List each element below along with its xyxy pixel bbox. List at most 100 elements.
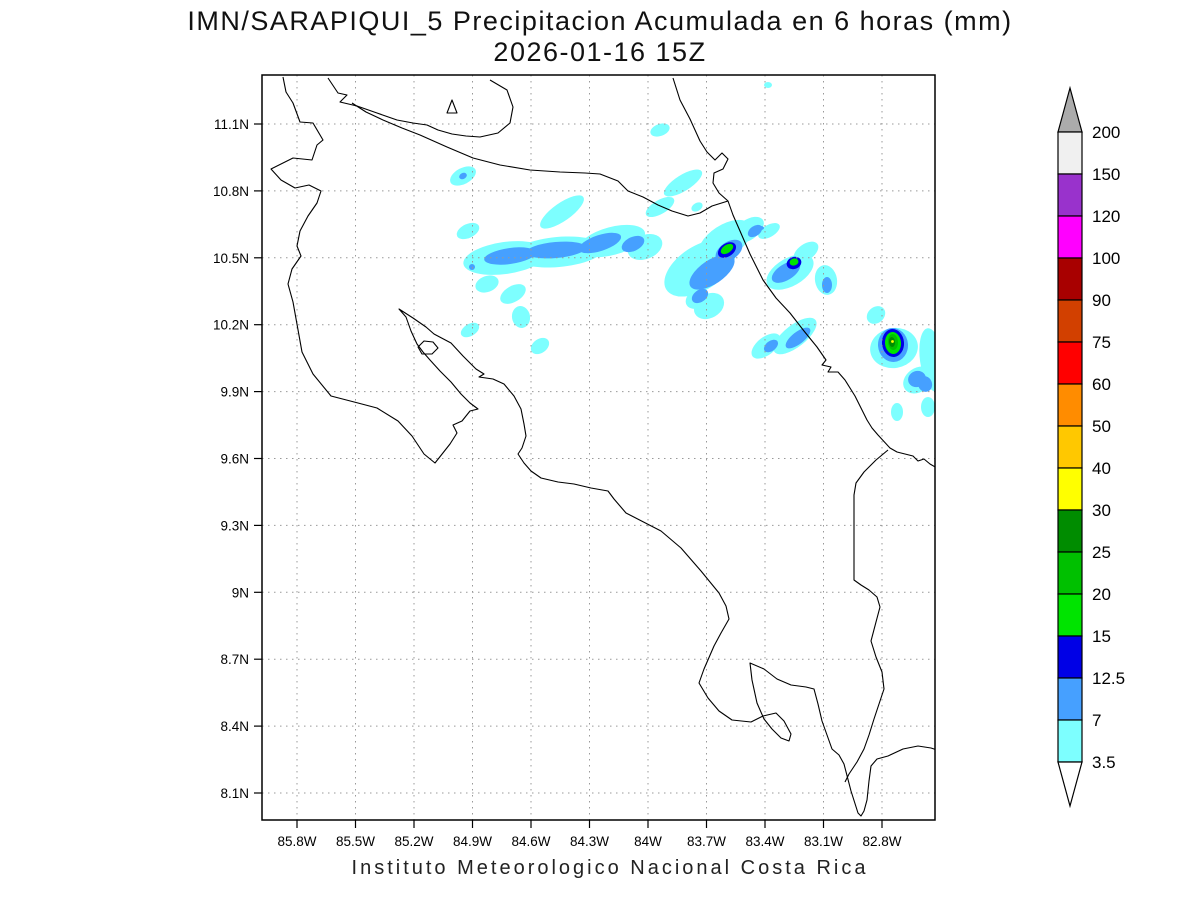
precip-cell-ge-7mm xyxy=(689,254,735,290)
colorbar-label: 40 xyxy=(1092,459,1111,478)
colorbar-block xyxy=(1057,341,1083,385)
precip-cell-ge-7mm xyxy=(822,277,832,293)
colorbar-label: 200 xyxy=(1092,123,1120,142)
precip-cell-ge-3.5mm xyxy=(460,322,480,338)
precip-cell-ge-3.5mm xyxy=(758,223,780,239)
colorbar-label: 30 xyxy=(1092,501,1111,520)
colorbar-block xyxy=(1057,299,1083,343)
y-axis-label: 10.8N xyxy=(213,184,249,199)
colorbar-block xyxy=(1057,719,1083,763)
precip-cell-ge-3.5mm xyxy=(500,284,526,304)
precip-cell-ge-3.5mm xyxy=(663,169,703,197)
y-axis-label: 9.3N xyxy=(220,518,249,533)
y-axis-label: 11.1N xyxy=(214,117,249,132)
coastline-caribbean xyxy=(672,77,935,468)
colorbar-block xyxy=(1057,467,1083,511)
colorbar-label: 12.5 xyxy=(1092,669,1125,688)
y-axis-label: 8.4N xyxy=(220,719,249,734)
precip-cell-ge-3.5mm xyxy=(732,216,764,244)
colorbar-block xyxy=(1057,383,1083,427)
coastline-layer xyxy=(270,76,935,817)
x-axis-label: 85.2W xyxy=(394,834,433,849)
colorbar-label: 50 xyxy=(1092,417,1111,436)
precip-cell-ge-3.5mm xyxy=(645,196,675,218)
y-axis-label: 9.9N xyxy=(220,385,249,400)
y-axis-label: 9.6N xyxy=(220,452,249,467)
precip-cell-ge-3.5mm xyxy=(866,306,886,324)
x-axis-label: 83.7W xyxy=(687,834,726,849)
y-axis-label: 8.1N xyxy=(220,786,249,801)
colorbar-label: 15 xyxy=(1092,627,1111,646)
precip-cell-ge-7mm xyxy=(621,235,645,253)
precip-cell-ge-15mm xyxy=(720,243,734,255)
precip-cell-ge-3.5mm xyxy=(891,403,903,421)
y-axis-label: 10.5N xyxy=(213,251,249,266)
x-axis-label: 85.5W xyxy=(336,834,375,849)
coastline-pacific-costa-rica xyxy=(270,76,935,817)
island-solentiname-triangle xyxy=(446,99,458,114)
precip-cell-ge-3.5mm xyxy=(530,337,550,355)
y-axis-label: 10.2N xyxy=(213,318,249,333)
colorbar-arrow-top xyxy=(1057,85,1083,133)
x-axis-label: 84W xyxy=(634,834,662,849)
x-axis-label: 85.8W xyxy=(277,834,316,849)
x-axis-label: 83.4W xyxy=(745,834,784,849)
precip-cell-ge-3.5mm xyxy=(456,222,480,240)
colorbar-label: 25 xyxy=(1092,543,1111,562)
page-title: IMN/SARAPIQUI_5 Precipitacion Acumulada … xyxy=(187,6,1013,36)
precip-cell-ge-7mm xyxy=(691,288,709,304)
colorbar-block xyxy=(1057,215,1083,259)
axis-labels: 11.1N 10.8N 10.5N 10.2N 9.9N 9.6N 9.3N 9N 8.7N 8.… xyxy=(213,117,902,849)
x-axis-label: 84.3W xyxy=(570,834,609,849)
colorbar-block xyxy=(1057,131,1083,175)
precip-cell-ge-7mm xyxy=(917,376,933,392)
graticule xyxy=(262,75,935,820)
colorbar-arrow-bottom xyxy=(1057,761,1083,809)
colorbar-label: 100 xyxy=(1092,249,1120,268)
coastline-panama-border xyxy=(844,449,889,783)
precip-cell-ge-7mm xyxy=(526,241,586,259)
axis-ticks xyxy=(254,123,883,828)
precipitation-layer xyxy=(450,82,945,421)
colorbar-label: 7 xyxy=(1092,711,1101,730)
y-axis-label: 9N xyxy=(232,585,249,600)
precip-cell-ge-3.5mm xyxy=(475,275,499,293)
coastline-lake-nicaragua-shore xyxy=(327,77,514,138)
precip-cell-ge-3.5mm xyxy=(921,397,935,417)
footer-caption: Instituto Meteorologico Nacional Costa R… xyxy=(351,857,869,879)
x-axis-label: 84.6W xyxy=(511,834,550,849)
colorbar-block xyxy=(1057,551,1083,595)
colorbar-label: 150 xyxy=(1092,165,1120,184)
colorbar-label: 120 xyxy=(1092,207,1120,226)
colorbar-label: 3.5 xyxy=(1092,753,1116,772)
precip-cell-ge-7mm xyxy=(935,393,945,411)
precip-cell-ge-7mm xyxy=(785,327,811,349)
precip-cell-ge-7mm xyxy=(578,232,622,254)
x-axis-label: 82.8W xyxy=(862,834,901,849)
precip-cell-ge-7mm xyxy=(459,172,467,180)
precip-cell-ge-3.5mm xyxy=(764,82,772,88)
colorbar: 200 150 120 100 90 75 60 50 40 30 25 20 15 12.5 7 3.5 xyxy=(1057,85,1125,809)
precip-cell-ge-7mm xyxy=(484,247,536,265)
precip-cell-ge-3.5mm xyxy=(650,123,670,137)
y-axis-label: 8.7N xyxy=(220,652,249,667)
colorbar-label: 60 xyxy=(1092,375,1111,394)
precip-cell-ge-3.5mm xyxy=(540,195,584,229)
page-subtitle-datetime: 2026-01-16 15Z xyxy=(493,37,707,67)
plot-frame xyxy=(261,74,936,821)
precip-cell-ge-3.5mm xyxy=(691,202,703,212)
island-isla-chira xyxy=(417,340,439,355)
precip-cell-ge-15mm xyxy=(789,258,799,266)
precip-cell-ge-3.5mm xyxy=(511,306,531,328)
x-axis-label: 84.9W xyxy=(453,834,492,849)
precip-cell-ge-7mm xyxy=(763,339,779,353)
colorbar-block xyxy=(1057,635,1083,679)
precip-cell-ge-3.5mm xyxy=(793,241,819,263)
colorbar-block xyxy=(1057,509,1083,553)
colorbar-block xyxy=(1057,677,1083,721)
precip-cell-ge-3.5mm xyxy=(919,328,935,392)
x-axis-label: 83.1W xyxy=(804,834,843,849)
colorbar-block xyxy=(1057,173,1083,217)
